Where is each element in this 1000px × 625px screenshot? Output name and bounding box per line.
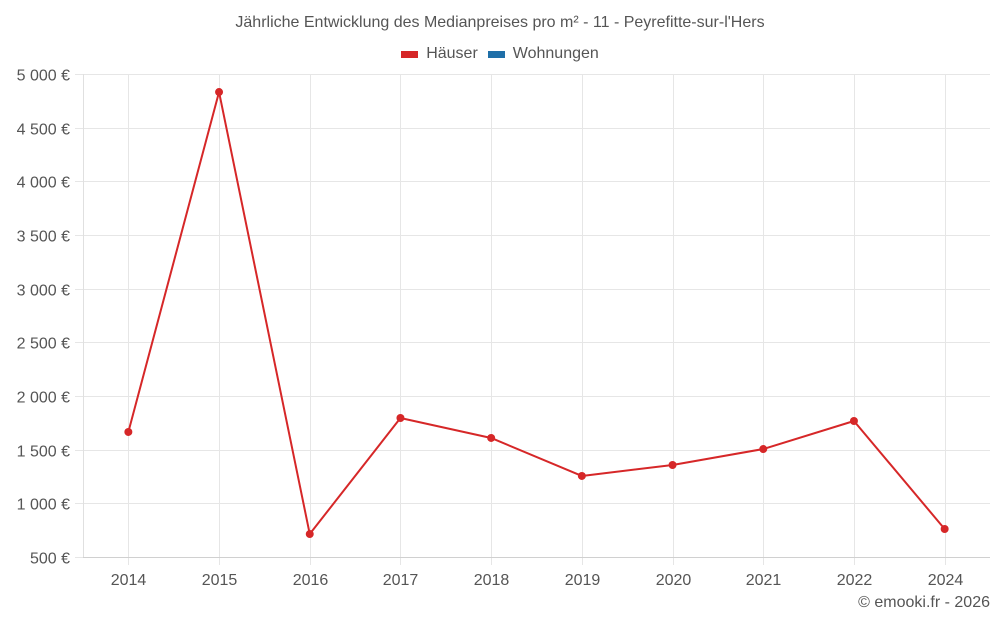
y-tick-label: 1 500 € — [17, 444, 70, 461]
x-tick-label: 2021 — [746, 572, 782, 589]
legend-swatch-icon — [487, 50, 505, 58]
x-tick-label: 2014 — [111, 572, 147, 589]
copyright-footer: © emooki.fr - 2026 — [858, 594, 990, 611]
data-point[interactable] — [577, 471, 586, 480]
x-axis: 2014 2015 2016 2017 2018 2019 2020 2021 2022 2024 — [83, 557, 990, 589]
y-tick-label: 3 000 € — [17, 283, 70, 300]
legend-label: Wohnungen — [512, 45, 599, 62]
x-tick-label: 2019 — [565, 572, 601, 589]
data-point[interactable] — [759, 445, 768, 454]
x-tick-label: 2020 — [656, 572, 692, 589]
x-tick-label: 2024 — [928, 572, 964, 589]
y-axis: 500 € 1 000 € 1 500 € 2 000 € 2 500 € 3 000 €… — [17, 68, 84, 568]
y-tick-label: 1 000 € — [17, 497, 70, 514]
y-tick-label: 2 500 € — [17, 336, 70, 353]
legend-item-wohnungen[interactable]: Wohnungen — [487, 45, 599, 63]
gridlines — [75, 74, 990, 565]
data-point[interactable] — [849, 417, 858, 426]
legend-swatch-icon — [401, 50, 419, 58]
legend-item-haeuser[interactable]: Häuser — [401, 45, 478, 63]
x-tick-label: 2015 — [202, 572, 238, 589]
data-point[interactable] — [124, 427, 133, 436]
legend: Häuser Wohnungen — [0, 45, 1000, 63]
chart-title: Jährliche Entwicklung des Medianpreises … — [235, 14, 765, 31]
x-tick-label: 2022 — [837, 572, 873, 589]
y-tick-label: 2 000 € — [17, 390, 70, 407]
data-point[interactable] — [940, 524, 949, 533]
data-point[interactable] — [305, 530, 314, 539]
data-point[interactable] — [487, 433, 496, 442]
data-point[interactable] — [668, 461, 677, 470]
y-tick-label: 4 000 € — [17, 175, 70, 192]
x-tick-label: 2017 — [383, 572, 419, 589]
data-point[interactable] — [215, 88, 224, 97]
y-tick-label: 3 500 € — [17, 229, 70, 246]
x-tick-label: 2018 — [474, 572, 510, 589]
y-tick-label: 500 € — [30, 551, 70, 568]
series-haeuser — [124, 88, 949, 539]
y-tick-label: 4 500 € — [17, 122, 70, 139]
y-tick-label: 5 000 € — [17, 68, 70, 85]
series-line — [127, 91, 946, 536]
legend-label: Häuser — [426, 45, 478, 62]
data-point[interactable] — [396, 414, 405, 423]
x-tick-label: 2016 — [293, 572, 329, 589]
